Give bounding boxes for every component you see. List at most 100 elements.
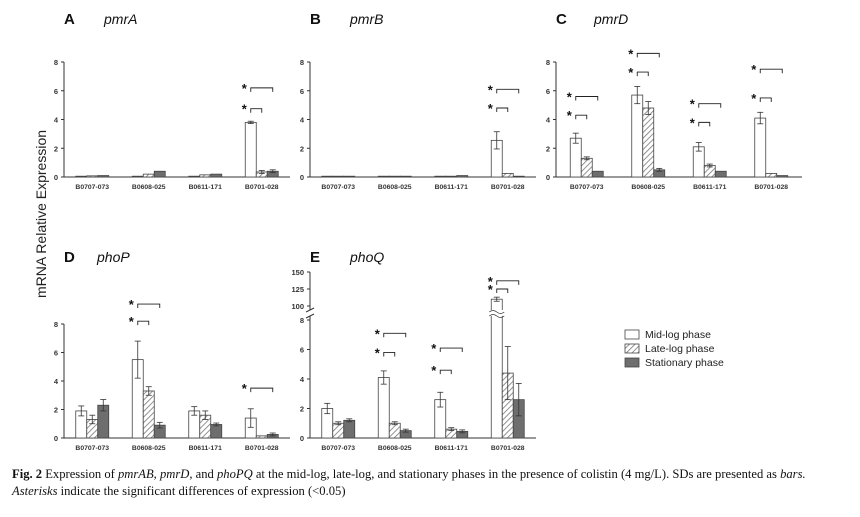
significance-asterisk: *: [488, 274, 494, 289]
bar: [434, 175, 447, 178]
bar: [388, 422, 401, 439]
significance-bracket: [759, 68, 783, 74]
bar: [343, 175, 356, 178]
bar: [244, 121, 257, 178]
bar: [97, 175, 110, 178]
y-tick-label: 4: [300, 375, 305, 384]
significance-asterisk: *: [431, 341, 437, 356]
x-tick-label: B0707-073: [570, 184, 604, 191]
legend-label: Mid-log phase: [645, 329, 711, 341]
y-tick-label: 4: [54, 377, 59, 386]
y-tick-label: 8: [300, 316, 304, 325]
bar: [580, 157, 593, 178]
bar: [456, 175, 469, 178]
caption-text-5: indicate the significant differences of …: [57, 484, 346, 498]
bar: [388, 175, 401, 178]
x-tick-label: B0611-171: [189, 184, 222, 191]
significance-asterisk: *: [431, 363, 437, 378]
significance-bracket: [759, 97, 772, 102]
bar: [210, 424, 223, 439]
bar: [714, 170, 727, 178]
significance-bracket: [698, 103, 722, 108]
significance-bracket: [636, 71, 649, 77]
bar: [86, 175, 99, 178]
x-tick-label: B0611-171: [693, 184, 726, 191]
x-tick-label: B0707-073: [75, 445, 109, 452]
bar-break-mark: [489, 314, 505, 318]
bar: [765, 173, 778, 178]
significance-asterisk: *: [567, 108, 573, 123]
bar: [377, 175, 390, 178]
x-tick-label: B0608-025: [132, 445, 166, 452]
significance-bracket: [137, 320, 150, 326]
panel-title: pmrA: [103, 11, 137, 27]
caption-asterisks-word: Asterisks: [12, 484, 58, 498]
x-tick-label: B0701-028: [754, 184, 788, 191]
bar: [153, 170, 166, 178]
x-tick-label: B0701-028: [491, 184, 525, 191]
figure-caption: Fig. 2 Expression of pmrAB, pmrD, and ph…: [12, 466, 848, 500]
legend: Mid-log phase Late-log phase Stationary ph…: [624, 329, 724, 369]
y-tick-label: 6: [546, 87, 550, 96]
x-tick-label: B0608-025: [378, 445, 412, 452]
y-tick-label: 0: [54, 173, 58, 182]
bar-break-mark: [489, 310, 505, 314]
bar: [512, 175, 525, 178]
bar: [501, 173, 514, 178]
y-tick-label: 6: [300, 87, 304, 96]
bar: [75, 175, 88, 178]
legend-swatch: [624, 357, 640, 368]
significance-asterisk: *: [488, 282, 494, 297]
significance-bracket: [137, 303, 161, 309]
significance-asterisk: *: [488, 101, 494, 116]
y-tick-label: 0: [546, 173, 550, 182]
axis-break-mark: [305, 313, 315, 319]
bar: [490, 298, 503, 439]
significance-bracket: [383, 352, 396, 357]
x-tick-label: B0608-025: [631, 184, 665, 191]
significance-bracket: [250, 387, 274, 393]
caption-text-3: at the mid-log, late-log, and stationary…: [252, 467, 781, 481]
significance-asterisk: *: [628, 46, 634, 61]
panel-letter: D: [64, 249, 75, 266]
x-tick-label: B0701-028: [245, 184, 279, 191]
bar: [377, 377, 390, 439]
y-tick-label: 0: [300, 173, 304, 182]
y-tick-label: 8: [546, 58, 550, 67]
significance-bracket: [496, 288, 509, 293]
bar-break-gap: [490, 310, 504, 316]
bar: [210, 173, 223, 178]
bar: [642, 107, 655, 178]
significance-bracket: [698, 121, 711, 127]
y-tick-label: 4: [546, 116, 551, 125]
significance-asterisk: *: [242, 81, 248, 96]
x-tick-label: B0611-171: [435, 184, 468, 191]
bar: [131, 175, 144, 178]
y-tick-label: 4: [300, 116, 305, 125]
significance-bracket: [439, 347, 463, 353]
bar: [142, 390, 155, 439]
y-axis-label: mRNA Relative Expression: [33, 130, 49, 298]
caption-bars-word: bars.: [780, 467, 806, 481]
x-tick-label: B0608-025: [378, 184, 412, 191]
significance-bracket: [383, 332, 407, 338]
significance-bracket: [575, 96, 599, 101]
panel-title: phoQ: [349, 249, 384, 265]
y-tick-label: 125: [291, 285, 304, 294]
bar: [445, 175, 458, 178]
x-tick-label: B0701-028: [245, 445, 279, 452]
significance-asterisk: *: [375, 326, 381, 341]
significance-asterisk: *: [567, 90, 573, 105]
significance-asterisk: *: [628, 65, 634, 80]
y-tick-label: 2: [546, 144, 550, 153]
panel-letter: A: [64, 11, 75, 28]
bar: [591, 170, 604, 178]
panel-letter: E: [310, 249, 320, 266]
significance-asterisk: *: [242, 381, 248, 396]
caption-text-1: Expression of: [42, 467, 118, 481]
